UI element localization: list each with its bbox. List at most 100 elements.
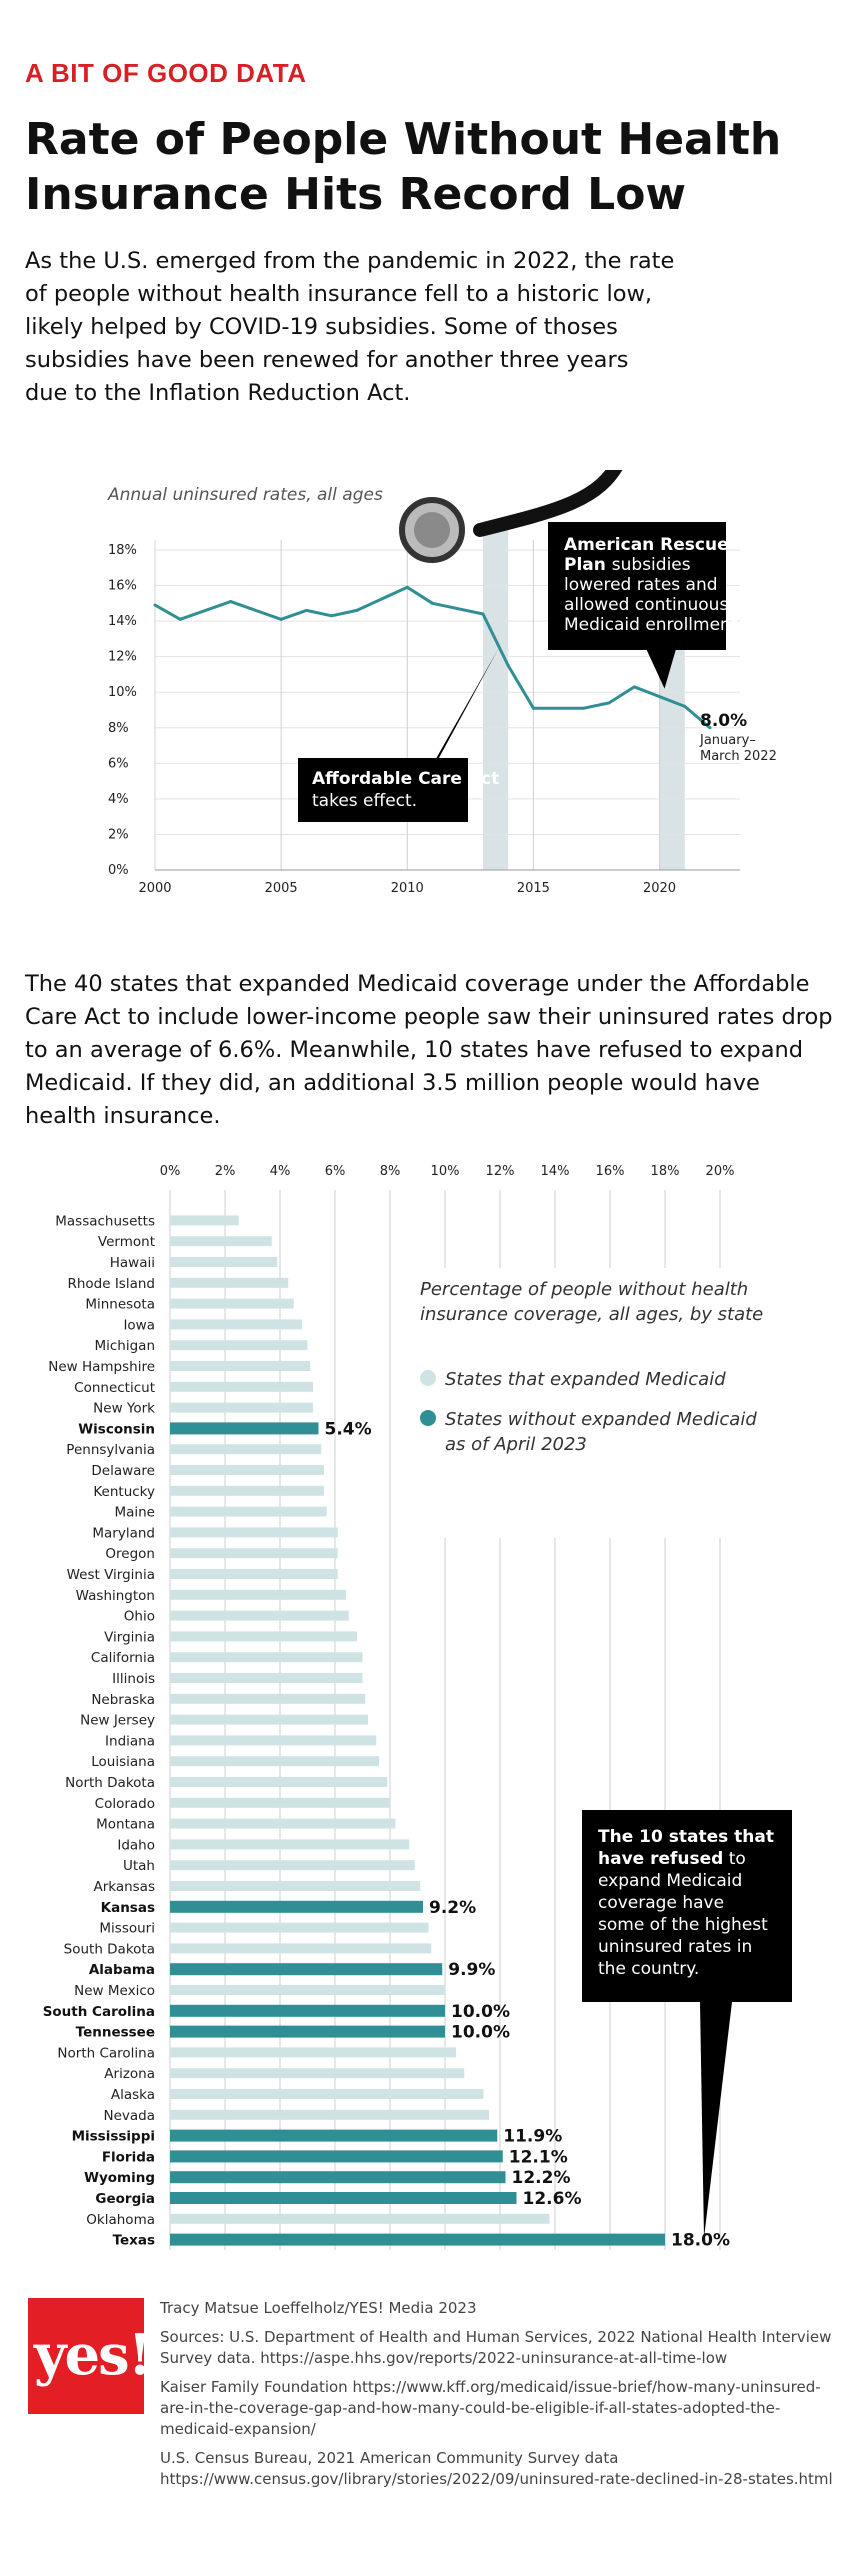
data-point	[431, 601, 434, 605]
state-label: Ohio	[124, 1609, 155, 1625]
refused-callout-line: uninsured rates in	[598, 1937, 752, 1957]
state-label: Wisconsin	[78, 1421, 155, 1437]
bar-indiana	[170, 1735, 377, 1746]
state-label: California	[91, 1650, 155, 1666]
state-label: Minnesota	[85, 1297, 155, 1313]
bar-massachusetts	[170, 1215, 239, 1226]
bar-texas	[170, 2233, 665, 2246]
bar-new-jersey	[170, 1714, 368, 1725]
bar-virginia	[170, 1631, 357, 1642]
state-label: Nebraska	[91, 1692, 155, 1708]
aca-text: Affordable Care Act	[312, 769, 499, 789]
bar-hawaii	[170, 1257, 278, 1267]
bar-new-hampshire	[170, 1361, 311, 1371]
medicaid-text: The 40 states that expanded Medicaid cov…	[25, 971, 833, 1129]
arp-line: lowered rates and	[564, 575, 718, 595]
bar-colorado	[170, 1797, 390, 1808]
state-label: Indiana	[105, 1733, 155, 1749]
x-tick-label: 14%	[541, 1164, 570, 1179]
source-census: U.S. Census Bureau, 2021 American Commun…	[160, 2449, 833, 2488]
credit: Tracy Matsue Loeffelholz/YES! Media 2023	[160, 2299, 477, 2317]
x-tick-label: 2%	[215, 1164, 236, 1179]
legend-label-not-expanded-2: as of April 2023	[445, 1434, 587, 1455]
y-tick-label: 0%	[108, 863, 129, 878]
data-point	[229, 600, 233, 604]
bar-wisconsin	[170, 1422, 319, 1435]
y-tick-label: 2%	[108, 827, 129, 842]
state-label: Kansas	[101, 1900, 155, 1916]
x-tick-label: 12%	[486, 1164, 515, 1179]
bar-alabama	[170, 1963, 443, 1976]
arp-line: allowed continuous	[564, 595, 728, 615]
x-tick-label: 6%	[325, 1164, 346, 1179]
state-label: Tennessee	[76, 2025, 155, 2041]
data-point	[304, 608, 308, 612]
arp-rest: subsidies	[612, 555, 691, 575]
x-tick-label: 0%	[160, 1164, 181, 1179]
value-label: 11.9%	[503, 2127, 562, 2147]
state-label: West Virginia	[67, 1567, 155, 1583]
bar-minnesota	[170, 1298, 294, 1309]
x-tick-label: 18%	[651, 1164, 680, 1179]
data-point	[632, 685, 636, 689]
x-tick-label: 2010	[391, 881, 424, 896]
yes-logo: yes!	[28, 2298, 152, 2414]
bar-wyoming	[170, 2171, 506, 2184]
bar-mississippi	[170, 2129, 498, 2142]
y-tick-label: 18%	[108, 543, 137, 558]
state-label: New Hampshire	[48, 1359, 155, 1375]
state-label: Delaware	[91, 1463, 155, 1479]
bar-tennessee	[170, 2025, 445, 2038]
state-label: Maine	[114, 1505, 155, 1521]
x-tick-label: 16%	[596, 1164, 625, 1179]
state-label: New Jersey	[80, 1713, 155, 1729]
x-tick-label: 10%	[431, 1164, 460, 1179]
state-label: Maryland	[92, 1525, 155, 1541]
bar-arizona	[170, 2068, 465, 2079]
callout-segment: uninsured rates in	[598, 1937, 752, 1957]
state-label: Nevada	[103, 2108, 155, 2124]
callout-segment: some of the highest	[598, 1915, 768, 1935]
state-label: Montana	[96, 1817, 155, 1833]
bar-vermont	[170, 1236, 272, 1247]
refused-callout-line: have refused to	[598, 1849, 746, 1869]
state-label: Oregon	[105, 1546, 155, 1562]
aca-text-rest: takes effect.	[312, 791, 417, 811]
data-point	[481, 612, 485, 616]
legend-swatch-not-expanded	[420, 1410, 436, 1426]
state-label: Arizona	[104, 2066, 155, 2082]
value-label: 10.0%	[451, 2002, 510, 2022]
state-label: South Dakota	[64, 1941, 155, 1957]
bar-rhode-island	[170, 1277, 289, 1288]
bar-arkansas	[170, 1881, 421, 1891]
x-tick-label: 4%	[270, 1164, 291, 1179]
callout-segment: the country.	[598, 1959, 699, 1979]
page-title: Rate of People Without Health Insurance …	[25, 114, 782, 220]
state-label: Alaska	[111, 2087, 155, 2103]
refused-callout	[582, 1810, 792, 2002]
bar-washington	[170, 1589, 346, 1600]
state-label: Virginia	[104, 1629, 155, 1645]
state-label: Hawaii	[110, 1255, 155, 1271]
state-label: Michigan	[94, 1338, 155, 1354]
state-label: Wyoming	[84, 2170, 155, 2186]
state-label: New York	[93, 1401, 155, 1417]
bar-ohio	[170, 1610, 349, 1621]
bar-oklahoma	[170, 2213, 550, 2224]
bar-maryland	[170, 1527, 338, 1538]
callout-segment: to	[723, 1849, 745, 1869]
state-label: New Mexico	[74, 1983, 155, 1999]
value-label: 12.1%	[509, 2147, 568, 2167]
state-label: Arkansas	[93, 1879, 155, 1895]
data-point	[405, 585, 409, 589]
highlight-band-0	[482, 530, 509, 870]
refused-callout-line: the country.	[598, 1959, 699, 1979]
bar-maine	[170, 1506, 327, 1517]
bar-pennsylvania	[170, 1444, 322, 1455]
refused-callout-line: coverage have	[598, 1893, 724, 1913]
state-label: Massachusetts	[55, 1213, 155, 1229]
state-label: Alabama	[89, 1962, 155, 1978]
state-label: Florida	[102, 2149, 155, 2165]
end-value-label: 8.0%	[700, 711, 747, 731]
state-label: Oklahoma	[86, 2212, 155, 2228]
